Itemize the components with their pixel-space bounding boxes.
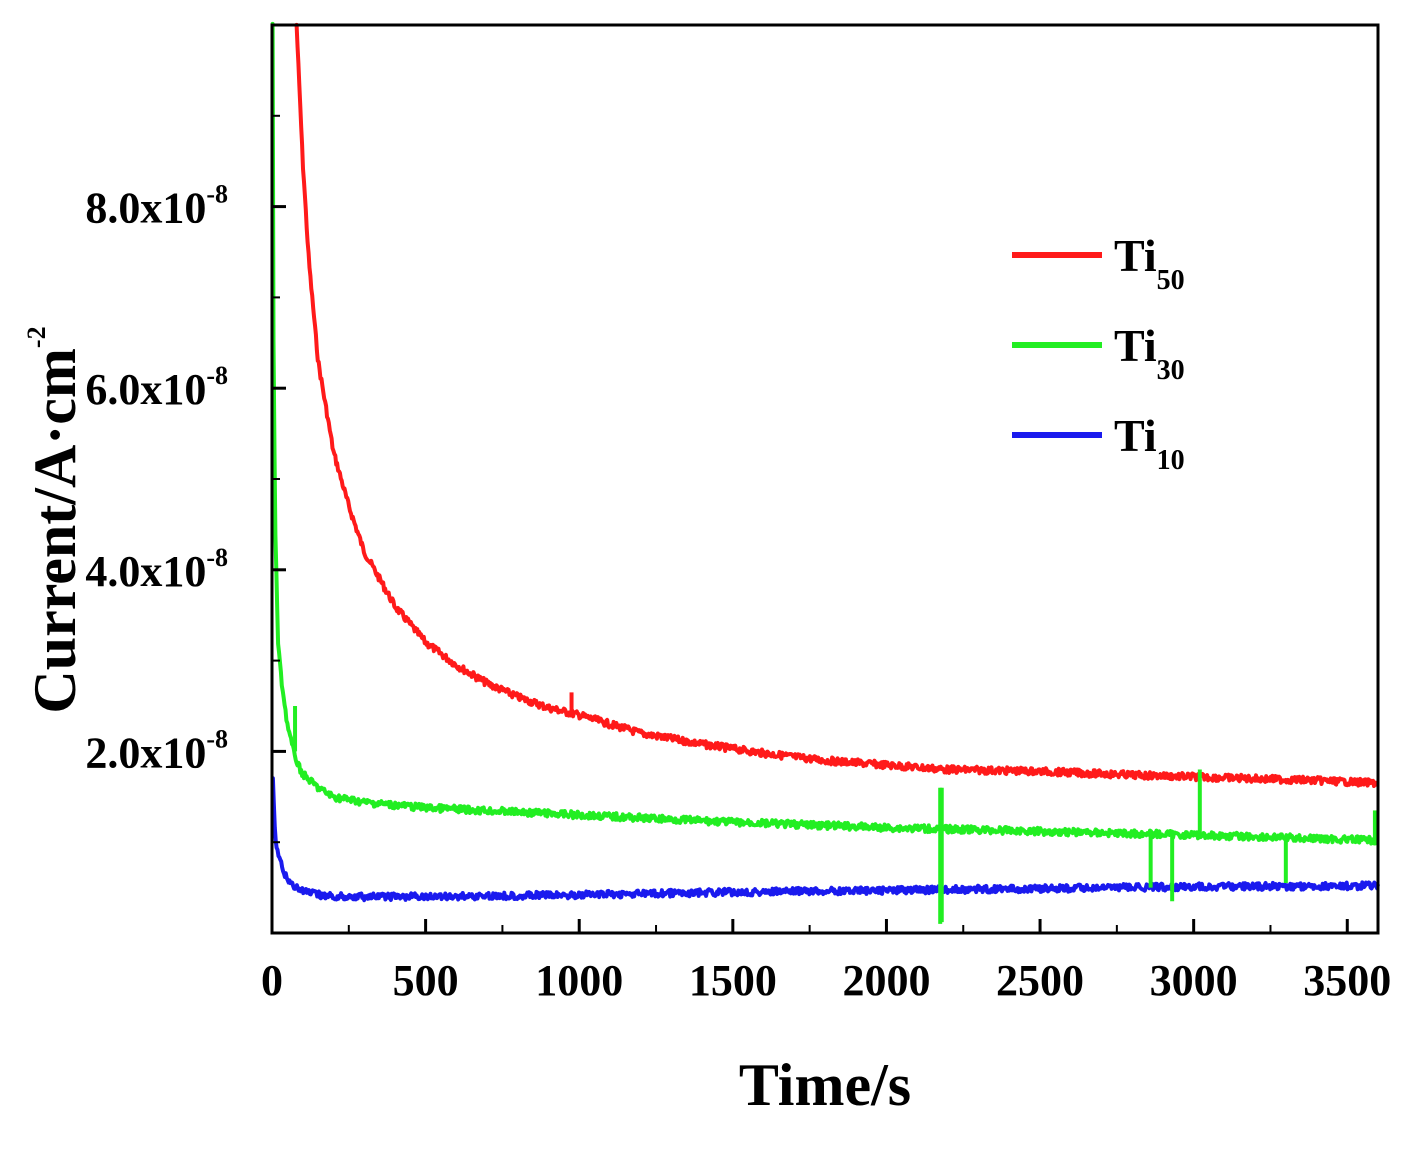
y-axis: 2.0x10-8 4.0x10-8 6.0x10-8 8.0x10-8 [85, 114, 286, 844]
x-tick-label-2000: 2000 [842, 956, 930, 1005]
x-tick-label-3000: 3000 [1150, 956, 1238, 1005]
x-tick-label-1500: 1500 [689, 956, 777, 1005]
y-axis-title-text: Current/A·cm [22, 348, 88, 713]
x-tick-label-500: 500 [393, 956, 459, 1005]
x-tick-label-0: 0 [261, 956, 283, 1005]
x-tick-label-2500: 2500 [996, 956, 1084, 1005]
legend-label-Ti10: Ti10 [1114, 410, 1185, 476]
legend-label-Ti50: Ti50 [1114, 230, 1185, 296]
y-axis-title-superscript: -2 [22, 326, 51, 348]
y-tick-label-1: 2.0x10-8 [85, 724, 228, 777]
series-line-Ti50 [294, 22, 1380, 788]
x-tick-label-3500: 3500 [1303, 956, 1391, 1005]
series-layer [270, 21, 1380, 924]
x-tick-label-1000: 1000 [535, 956, 623, 1005]
legend-label-Ti30: Ti30 [1114, 320, 1185, 386]
series-line-Ti30 [270, 21, 1379, 846]
y-tick-label-3: 6.0x10-8 [85, 361, 228, 414]
x-axis: 0 500 1000 1500 2000 2500 3000 3500 [261, 919, 1391, 1005]
legend: Ti50 Ti30 Ti10 [1012, 230, 1185, 476]
plot-frame [270, 23, 1380, 935]
series-line-Ti10 [270, 776, 1380, 903]
y-axis-title: Current/A·cm-2 [22, 326, 88, 713]
y-tick-label-2: 4.0x10-8 [85, 543, 228, 596]
y-tick-label-4: 8.0x10-8 [85, 180, 228, 233]
x-axis-title: Time/s [739, 1052, 911, 1118]
